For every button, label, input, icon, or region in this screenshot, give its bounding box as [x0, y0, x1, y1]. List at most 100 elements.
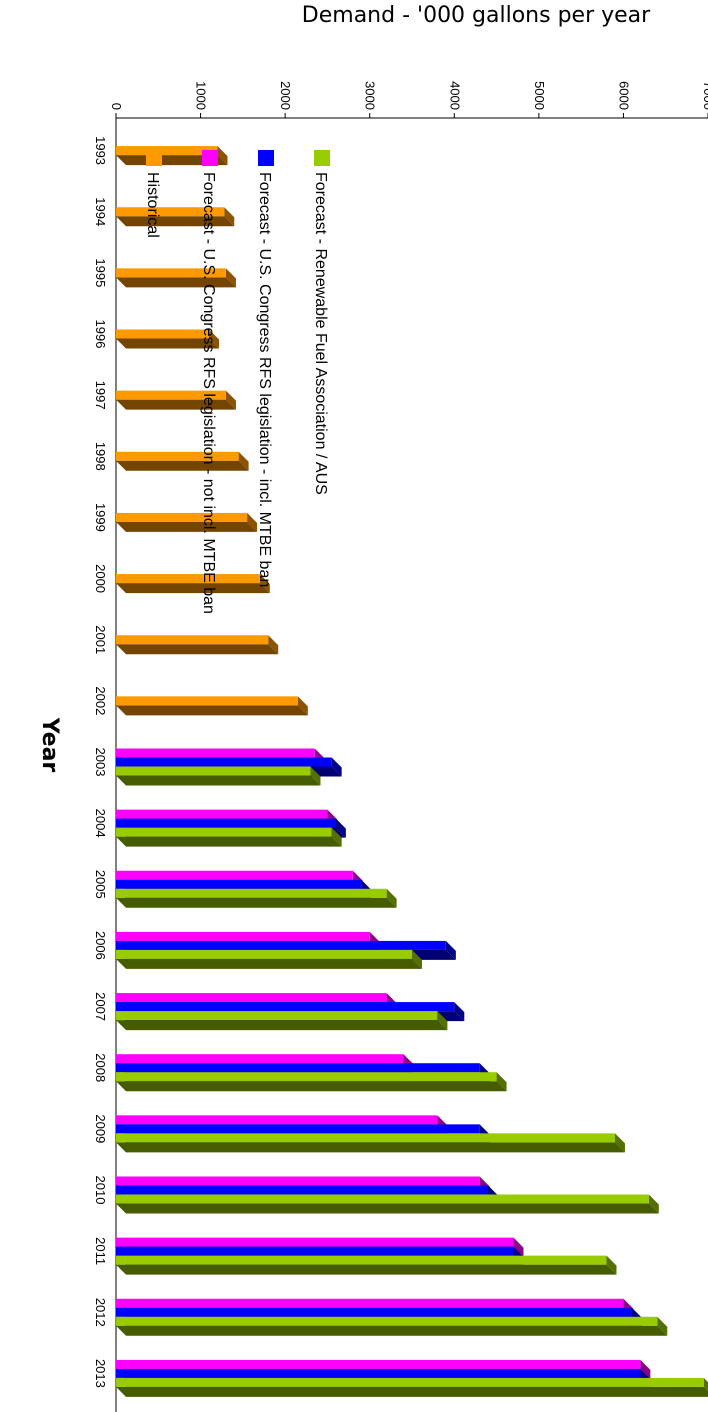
x-tick-label: 1996	[93, 320, 108, 349]
bar	[116, 1011, 447, 1030]
bar	[116, 635, 278, 654]
bar-front-face	[116, 1369, 640, 1378]
bar	[116, 1133, 625, 1152]
x-tick-label: 2006	[93, 931, 108, 960]
legend-label: Forecast - U.S. Congress RFS legislation…	[256, 172, 273, 587]
x-tick-label: 1995	[93, 258, 108, 287]
y-axis-title: Demand - '000 gallons per year	[302, 3, 651, 28]
bar-side-face	[116, 522, 257, 532]
bar-side-face	[116, 277, 236, 287]
bar-front-face	[116, 452, 239, 461]
bar-front-face	[116, 635, 268, 644]
bar-side-face	[116, 837, 342, 847]
x-tick-label: 2008	[93, 1053, 108, 1082]
y-tick-label: 1000	[194, 81, 209, 110]
x-tick-label: 2010	[93, 1176, 108, 1205]
bar-front-face	[116, 1133, 615, 1142]
bar-side-face	[116, 1020, 447, 1030]
bar-side-face	[116, 400, 236, 410]
bar-front-face	[116, 1072, 497, 1081]
bar	[116, 574, 270, 593]
legend-item: Forecast - U.S. Congress RFS legislation…	[200, 150, 218, 614]
bar-side-face	[116, 461, 249, 471]
bar-side-face	[116, 776, 321, 786]
bar	[116, 950, 422, 969]
y-tick-label: 5000	[532, 81, 547, 110]
legend-swatch	[314, 150, 330, 166]
bar-front-face	[116, 749, 315, 758]
x-tick-label: 1999	[93, 503, 108, 532]
bar-front-face	[116, 889, 387, 898]
bar-front-face	[116, 993, 387, 1002]
bar-side-face	[116, 644, 278, 654]
x-tick-label: 1993	[93, 136, 108, 165]
bar-side-face	[116, 1326, 667, 1336]
legend-swatch	[258, 150, 274, 166]
bar-front-face	[116, 1299, 623, 1308]
y-tick-label: 7000	[701, 81, 708, 110]
bar	[116, 391, 236, 410]
bar-front-face	[116, 1195, 649, 1204]
legend-item: Forecast - Renewable Fuel Association / …	[312, 150, 330, 495]
bar-front-face	[116, 767, 311, 776]
bar-front-face	[116, 819, 336, 828]
bar-side-face	[116, 1142, 625, 1152]
bar-front-face	[116, 810, 327, 819]
bar	[116, 452, 249, 471]
bar-front-face	[116, 941, 446, 950]
bar-front-face	[116, 1308, 632, 1317]
bar-front-face	[116, 932, 370, 941]
bar	[116, 1072, 507, 1091]
bar-front-face	[116, 880, 361, 889]
bar-front-face	[116, 1177, 480, 1186]
bar-front-face	[116, 1063, 480, 1072]
bar-front-face	[116, 950, 412, 959]
bar-front-face	[116, 513, 247, 522]
x-tick-label: 2003	[93, 748, 108, 777]
bar-side-face	[116, 705, 308, 715]
bar	[116, 1378, 708, 1397]
bar-front-face	[116, 1256, 607, 1265]
x-tick-label: 2011	[93, 1237, 108, 1265]
x-axis-title: Year	[37, 717, 62, 773]
y-tick-label: 2000	[278, 81, 293, 110]
bar	[116, 1317, 667, 1336]
bar-side-face	[116, 1081, 507, 1091]
bar	[116, 828, 342, 847]
legend-label: Forecast - Renewable Fuel Association / …	[312, 172, 329, 495]
bar-front-face	[116, 828, 332, 837]
x-tick-label: 2013	[93, 1359, 108, 1388]
legend-swatch	[146, 150, 162, 166]
bar-side-face	[116, 959, 422, 969]
bar	[116, 1256, 617, 1275]
x-tick-label: 2001	[93, 625, 108, 654]
bar-front-face	[116, 1360, 640, 1369]
bar-front-face	[116, 1124, 480, 1133]
x-tick-label: 2005	[93, 870, 108, 899]
bar	[116, 767, 321, 786]
bar	[116, 1195, 659, 1214]
x-tick-label: 2007	[93, 992, 108, 1021]
bar-side-face	[116, 583, 270, 593]
bar-front-face	[116, 1247, 513, 1256]
bar-side-face	[116, 1387, 708, 1397]
bar-front-face	[116, 330, 209, 339]
x-tick-label: 2000	[93, 564, 108, 593]
bar-side-face	[116, 1265, 617, 1275]
bar-front-face	[116, 1378, 704, 1387]
x-tick-label: 1998	[93, 442, 108, 471]
bar	[116, 513, 257, 532]
bar	[116, 268, 236, 287]
x-tick-label: 2009	[93, 1114, 108, 1143]
bar-front-face	[116, 1011, 437, 1020]
y-tick-label: 4000	[447, 81, 462, 110]
bar-front-face	[116, 1186, 488, 1195]
bar-front-face	[116, 871, 353, 880]
legend-swatch	[202, 150, 218, 166]
bar-front-face	[116, 1054, 404, 1063]
bar-front-face	[116, 574, 260, 583]
x-tick-label: 2004	[93, 809, 108, 838]
